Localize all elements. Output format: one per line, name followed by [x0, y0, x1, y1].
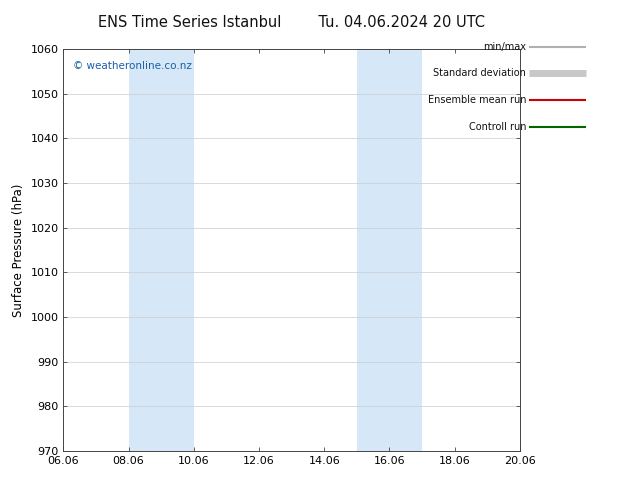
Text: Ensemble mean run: Ensemble mean run: [428, 96, 526, 105]
Bar: [357, 49, 422, 451]
Y-axis label: Surface Pressure (hPa): Surface Pressure (hPa): [12, 183, 25, 317]
Text: Controll run: Controll run: [469, 122, 526, 132]
Text: ENS Time Series Istanbul        Tu. 04.06.2024 20 UTC: ENS Time Series Istanbul Tu. 04.06.2024 …: [98, 15, 485, 30]
Text: Standard deviation: Standard deviation: [434, 69, 526, 78]
Text: min/max: min/max: [483, 42, 526, 51]
Bar: [129, 49, 194, 451]
Text: © weatheronline.co.nz: © weatheronline.co.nz: [72, 61, 191, 71]
